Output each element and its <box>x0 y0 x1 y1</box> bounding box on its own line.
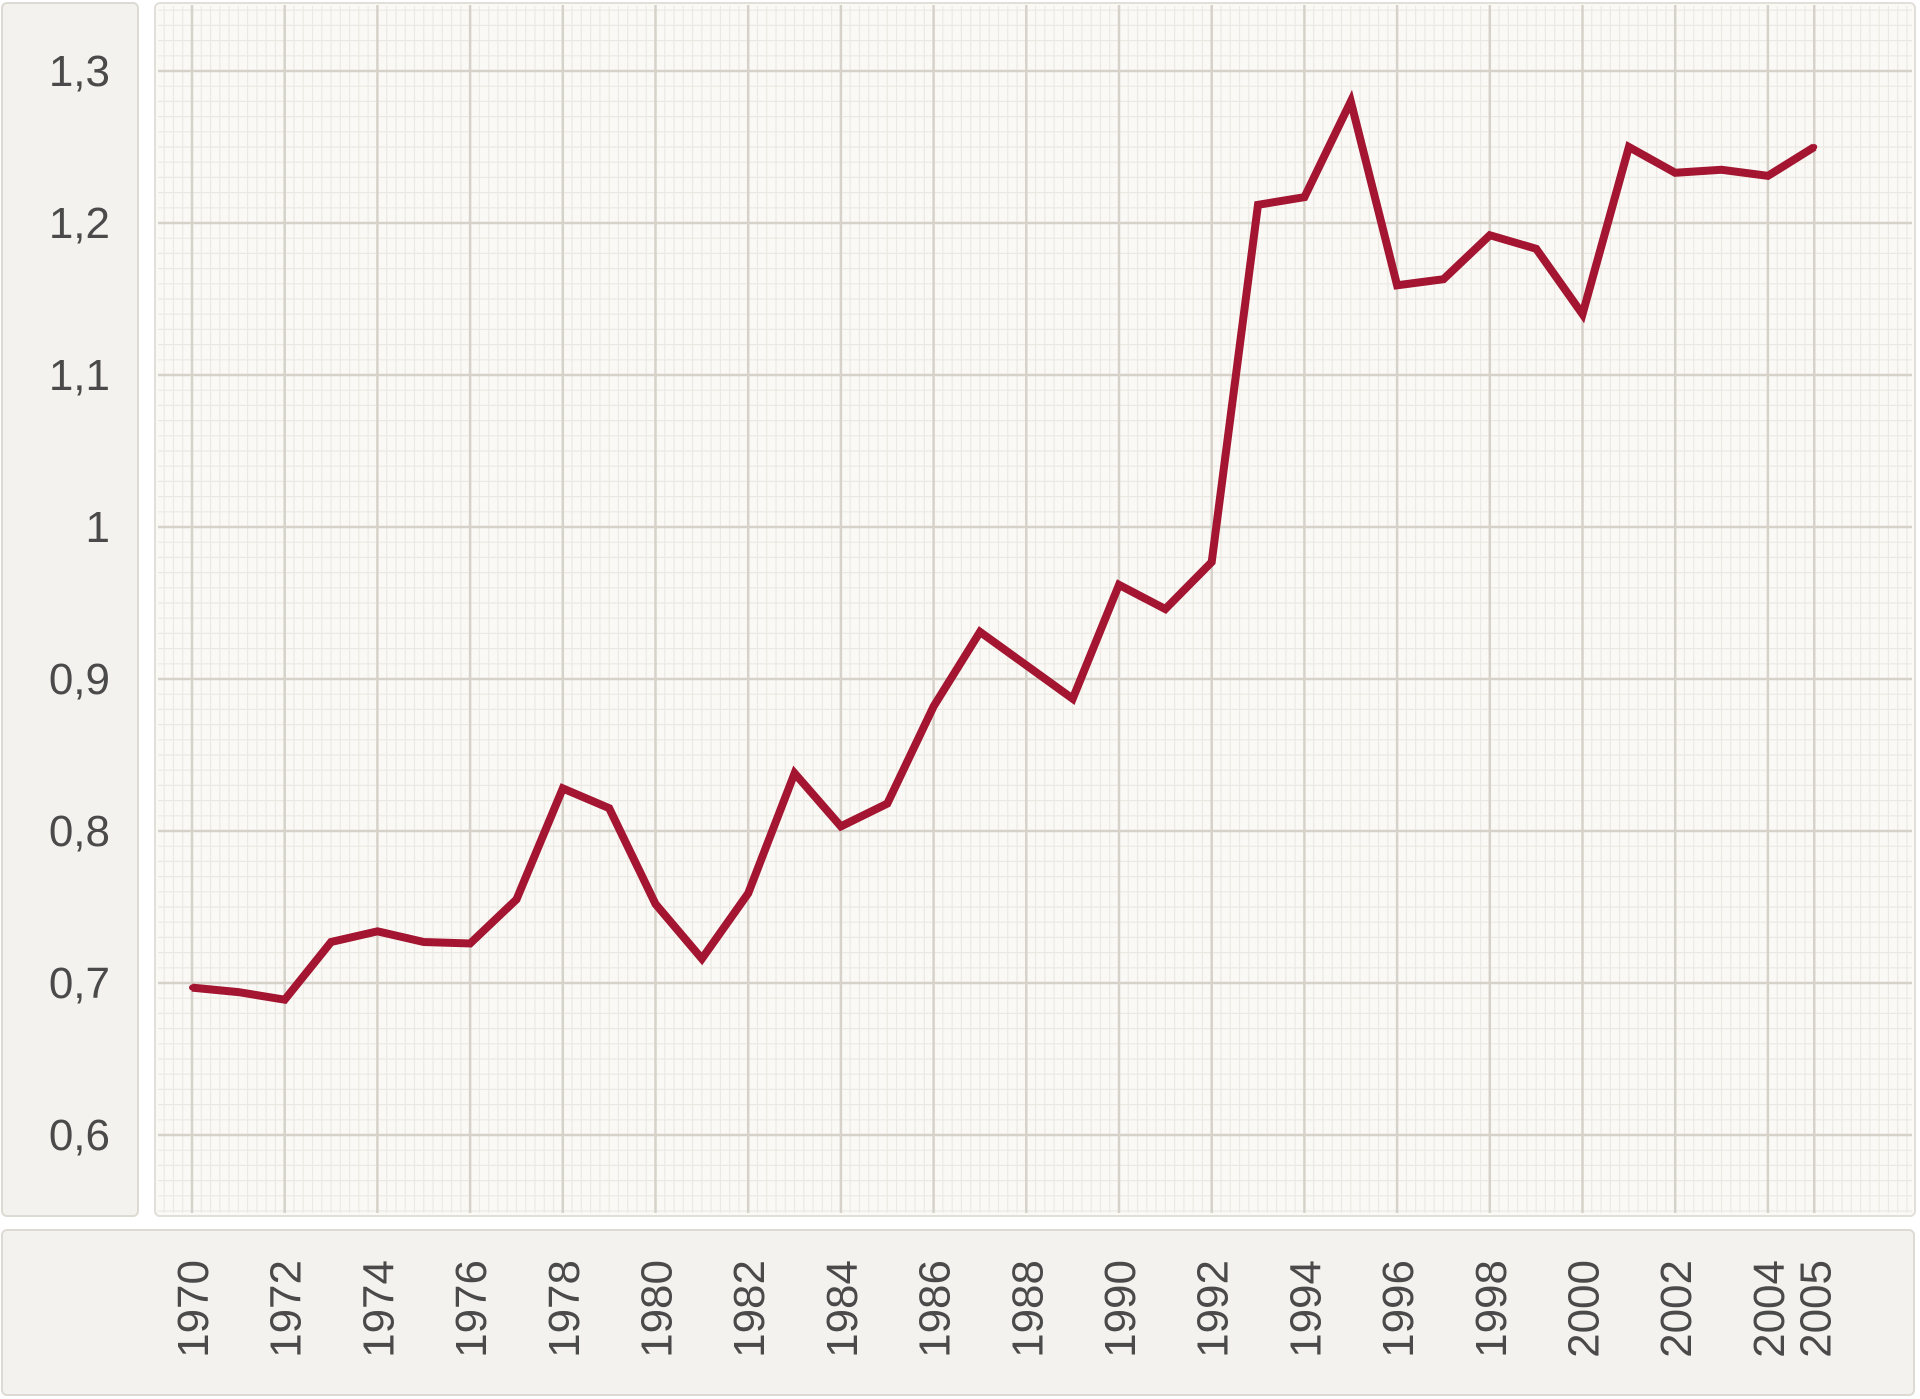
data-point <box>606 805 613 812</box>
x-tick-label: 1994 <box>1281 1260 1330 1358</box>
x-tick-label: 2000 <box>1560 1260 1609 1358</box>
minor-grid <box>158 6 1912 1213</box>
x-tick-label: 1990 <box>1096 1260 1145 1358</box>
x-tick-label: 1974 <box>354 1260 403 1358</box>
data-point <box>1625 144 1632 150</box>
data-point <box>374 928 381 935</box>
data-point <box>1811 144 1818 150</box>
x-tick-label: 1976 <box>447 1260 496 1358</box>
x-tick-label: 1982 <box>725 1260 774 1358</box>
series-layer <box>189 89 1818 1005</box>
data-point <box>791 770 798 777</box>
y-tick-label: 0,7 <box>49 959 110 1008</box>
data-point <box>1764 172 1771 179</box>
data-point <box>745 890 752 897</box>
data-point <box>1162 606 1169 613</box>
data-point <box>235 989 242 996</box>
x-axis-ticks: 1970 1972 1974 1976 1978 1980 1982 1984 1986 1988… <box>169 1260 1840 1358</box>
x-tick-label: 1996 <box>1374 1260 1423 1358</box>
data-point <box>884 800 891 807</box>
data-point <box>1301 194 1308 201</box>
x-tick-label: 1986 <box>911 1260 960 1358</box>
x-axis-panel <box>1 1229 1915 1396</box>
data-point <box>281 996 288 1003</box>
y-tick-label: 0,6 <box>49 1111 110 1160</box>
data-point <box>1486 232 1493 239</box>
y-tick-label: 0,8 <box>49 807 110 856</box>
data-point <box>837 823 844 830</box>
data-point <box>1255 201 1262 208</box>
x-tick-label: 1992 <box>1189 1260 1238 1358</box>
data-point <box>1533 245 1540 252</box>
data-point <box>698 955 705 962</box>
data-point <box>189 984 195 991</box>
data-point <box>1440 276 1447 283</box>
x-tick-label: 1978 <box>540 1260 589 1358</box>
x-tick-label: 2002 <box>1652 1260 1701 1358</box>
data-point <box>467 940 474 947</box>
x-tick-label: 2005 <box>1791 1260 1840 1358</box>
data-point <box>976 628 983 635</box>
data-point <box>1579 311 1586 318</box>
data-point <box>1347 98 1354 105</box>
y-tick-label: 0,9 <box>49 655 110 704</box>
y-tick-label: 1,1 <box>49 351 110 400</box>
data-point <box>1208 558 1215 565</box>
y-axis-panel <box>1 2 139 1217</box>
data-point <box>513 896 520 903</box>
x-tick-label: 2004 <box>1745 1260 1794 1358</box>
data-point <box>1069 695 1076 702</box>
y-tick-label: 1,3 <box>49 47 110 96</box>
x-tick-label: 1984 <box>818 1260 867 1358</box>
x-tick-label: 1988 <box>1003 1260 1052 1358</box>
data-point <box>328 938 335 945</box>
data-point <box>559 785 566 792</box>
x-tick-label: 1998 <box>1467 1260 1516 1358</box>
y-axis-ticks: 0,6 0,7 0,8 0,9 1 1,1 1,2 1,3 <box>49 47 110 1160</box>
data-point <box>652 900 659 907</box>
data-point <box>1672 169 1679 176</box>
x-tick-label: 1972 <box>262 1260 311 1358</box>
x-tick-label: 1980 <box>633 1260 682 1358</box>
major-grid <box>158 5 1912 1213</box>
data-point <box>1023 662 1030 669</box>
data-point <box>1394 282 1401 289</box>
data-point <box>1718 166 1725 173</box>
series-line <box>191 89 1817 1005</box>
y-tick-label: 1 <box>86 503 110 552</box>
data-point <box>930 703 937 710</box>
y-tick-label: 1,2 <box>49 199 110 248</box>
data-point <box>1116 581 1122 588</box>
data-point <box>420 938 427 945</box>
x-tick-label: 1970 <box>169 1260 218 1358</box>
